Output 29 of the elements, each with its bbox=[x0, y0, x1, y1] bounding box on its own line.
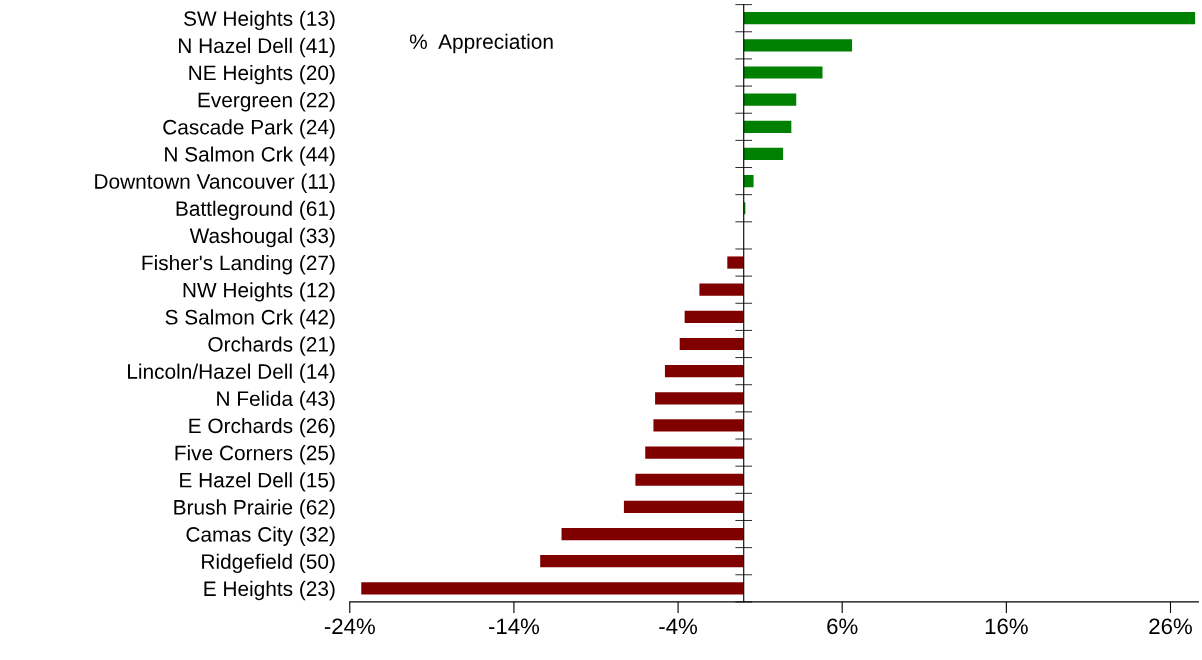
y-tick-label: NE Heights (20) bbox=[189, 64, 335, 85]
y-tick-label: Battleground (61) bbox=[176, 200, 335, 221]
y-tick-label: E Orchards (26) bbox=[189, 417, 335, 438]
x-tick-label: 26% bbox=[1149, 618, 1192, 635]
y-tick-label: SW Heights (13) bbox=[184, 10, 335, 31]
y-tick-label: S Salmon Crk (42) bbox=[165, 309, 335, 329]
y-tick-label: E Hazel Dell (15) bbox=[180, 472, 335, 492]
y-tick-label: N Hazel Dell (41) bbox=[179, 37, 335, 58]
y-tick-label: NW Heights (12) bbox=[183, 282, 335, 302]
y-tick-label: Orchards (21) bbox=[208, 336, 335, 356]
y-tick-label: Cascade Park (24) bbox=[163, 119, 335, 139]
x-tick-label: 6% bbox=[827, 618, 858, 635]
y-tick-label: Brush Prairie (62) bbox=[174, 499, 335, 519]
y-tick-label: Fisher's Landing (27) bbox=[142, 255, 335, 275]
y-tick-label: Evergreen (22) bbox=[198, 92, 335, 112]
y-tick-label: Lincoln/Hazel Dell (14) bbox=[128, 363, 335, 384]
x-tick-label: -4% bbox=[659, 618, 698, 635]
y-tick-label: Ridgefield (50) bbox=[202, 553, 335, 574]
y-tick-label: Camas City (32) bbox=[186, 526, 335, 546]
y-tick-label: Five Corners (25) bbox=[175, 445, 335, 465]
x-tick-label: -24% bbox=[324, 618, 375, 635]
x-tick-label: 16% bbox=[985, 618, 1028, 635]
x-tick-label: -14% bbox=[488, 618, 540, 635]
y-tick-label: N Salmon Crk (44) bbox=[165, 146, 335, 166]
y-tick-label: N Felida (43) bbox=[217, 390, 335, 411]
y-tick-label: Downtown Vancouver (11) bbox=[95, 173, 335, 193]
y-tick-label: E Heights (23) bbox=[204, 580, 335, 601]
annotation: % Appreciation bbox=[409, 33, 553, 54]
y-tick-label: Washougal (33) bbox=[189, 227, 335, 248]
